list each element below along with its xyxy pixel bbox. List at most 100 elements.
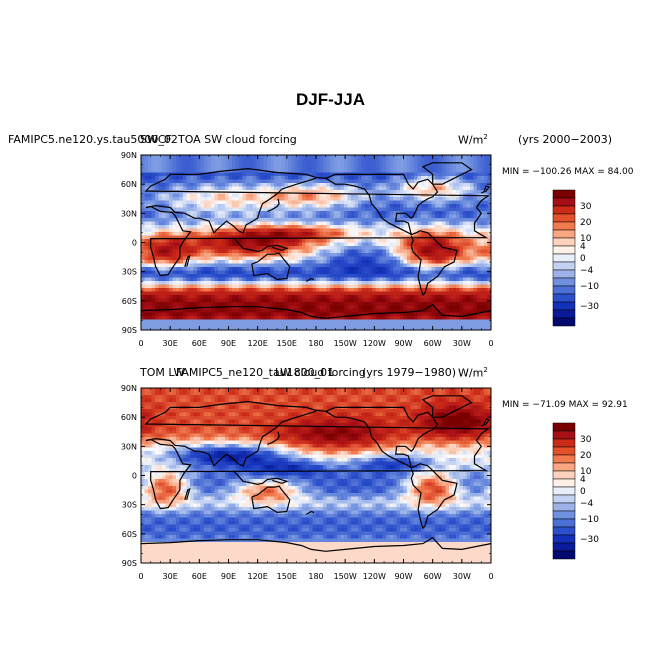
y-tick-label: 0	[132, 472, 137, 481]
colorbar-swatch	[552, 189, 576, 199]
panel2-axes: 0 30E 60E 90E 120E 150E 180 150W 120W 90W 60W 30W 09…	[121, 384, 494, 581]
x-tick-label: 60W	[424, 339, 442, 348]
x-tick-label: 90E	[221, 572, 236, 581]
colorbar-label: 0	[580, 254, 586, 264]
colorbar-label: −30	[580, 535, 599, 545]
panel1-colorbar: 30 20 104 0 −4 −10 −30	[552, 189, 599, 327]
panel1-axes: 0 30E 60E 90E 120E 150E 180 150W 120W 90W 60W 30W 09…	[121, 151, 494, 348]
panel2-colorbar: 30 20 104 0 −4 −10 −30	[552, 422, 599, 560]
colorbar-label: 4	[580, 475, 586, 485]
x-tick-label: 150W	[334, 339, 357, 348]
y-tick-label: 60S	[122, 530, 137, 539]
x-tick-label: 180	[308, 572, 323, 581]
colorbar-label: 20	[580, 451, 592, 461]
panel2-coastlines	[141, 395, 491, 552]
colorbar-label: 20	[580, 218, 592, 228]
x-tick-label: 90W	[394, 572, 412, 581]
colorbar-label: 30	[580, 202, 592, 212]
colorbar-label: 0	[580, 487, 586, 497]
x-tick-label: 150E	[277, 572, 297, 581]
colorbar-swatch	[552, 478, 576, 488]
colorbar-swatch	[552, 197, 576, 207]
y-tick-label: 30N	[121, 442, 137, 451]
colorbar-label: −10	[580, 515, 599, 525]
x-tick-label: 0	[488, 572, 493, 581]
x-tick-label: 90W	[394, 339, 412, 348]
colorbar-swatch	[552, 213, 576, 223]
colorbar-swatch	[552, 269, 576, 279]
panel1-units: W/m2	[458, 133, 488, 147]
y-tick-label: 30N	[121, 209, 137, 218]
y-tick-label: 30S	[122, 501, 137, 510]
x-tick-label: 60W	[424, 572, 442, 581]
colorbar-label: −10	[580, 282, 599, 292]
colorbar-label: 4	[580, 242, 586, 252]
colorbar-swatch	[552, 430, 576, 440]
colorbar-swatch	[552, 494, 576, 504]
colorbar-swatch	[552, 253, 576, 263]
y-tick-label: 90N	[121, 384, 137, 393]
colorbar-label: 10	[580, 467, 592, 477]
colorbar-swatch	[552, 534, 576, 544]
y-tick-label: 90S	[122, 326, 137, 335]
panel2-min-max: MIN = −71.09 MAX = 92.91	[502, 400, 628, 410]
colorbar-label: −30	[580, 302, 599, 312]
colorbar-swatch	[552, 438, 576, 448]
panel2-left-title: TOM LW	[140, 366, 185, 379]
x-tick-label: 30W	[453, 572, 471, 581]
colorbar-swatch	[552, 245, 576, 255]
x-tick-label: 120W	[363, 572, 386, 581]
main-title: DJF-JJA	[296, 90, 365, 109]
y-tick-label: 60N	[121, 180, 137, 189]
colorbar-swatch	[552, 526, 576, 536]
colorbar-swatch	[552, 317, 576, 327]
colorbar-label: −4	[580, 499, 594, 509]
panel1-coastlines	[141, 162, 491, 319]
panel1-center-title: TOA SW cloud forcing	[178, 133, 297, 146]
x-tick-label: 120E	[248, 572, 268, 581]
colorbar-swatch	[552, 261, 576, 271]
x-tick-label: 60E	[192, 339, 207, 348]
colorbar-swatch	[552, 486, 576, 496]
x-tick-label: 0	[488, 339, 493, 348]
colorbar-label: 30	[580, 435, 592, 445]
x-tick-label: 120W	[363, 339, 386, 348]
y-tick-label: 30S	[122, 268, 137, 277]
colorbar-swatch	[552, 446, 576, 456]
colorbar-swatch	[552, 550, 576, 560]
panel2-map	[141, 388, 491, 563]
colorbar-swatch	[552, 502, 576, 512]
colorbar-swatch	[552, 229, 576, 239]
colorbar-swatch	[552, 470, 576, 480]
colorbar-swatch	[552, 518, 576, 528]
panel1-left-title-overlap: SWCF	[140, 133, 172, 146]
x-tick-label: 0	[138, 339, 143, 348]
colorbar-label: 10	[580, 234, 592, 244]
colorbar-swatch	[552, 422, 576, 432]
y-tick-label: 0	[132, 239, 137, 248]
panel2-center-title: LW cloud forcing	[275, 366, 366, 379]
x-tick-label: 180	[308, 339, 323, 348]
colorbar-swatch	[552, 454, 576, 464]
panel1-min-max: MIN = −100.26 MAX = 84.00	[502, 167, 634, 177]
panel2-units: W/m2	[458, 366, 488, 380]
x-tick-label: 90E	[221, 339, 236, 348]
colorbar-swatch	[552, 277, 576, 287]
panel1-map	[141, 155, 491, 330]
x-tick-label: 30E	[163, 572, 178, 581]
x-tick-label: 150W	[334, 572, 357, 581]
y-tick-label: 90S	[122, 559, 137, 568]
x-tick-label: 30W	[453, 339, 471, 348]
colorbar-swatch	[552, 293, 576, 303]
panel1-right-title: (yrs 2000−2003)	[518, 133, 613, 146]
y-tick-label: 60N	[121, 413, 137, 422]
x-tick-label: 120E	[248, 339, 268, 348]
colorbar-label: −4	[580, 266, 594, 276]
x-tick-label: 30E	[163, 339, 178, 348]
colorbar-swatch	[552, 237, 576, 247]
x-tick-label: 0	[138, 572, 143, 581]
colorbar-swatch	[552, 301, 576, 311]
colorbar-swatch	[552, 309, 576, 319]
colorbar-swatch	[552, 285, 576, 295]
